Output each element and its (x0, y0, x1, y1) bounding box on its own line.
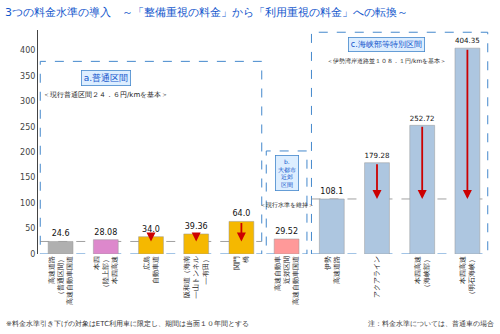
svg-text:高速自動車近郊区間高速自動車国道: 高速自動車近郊区間高速自動車国道 (274, 256, 300, 305)
svg-text:アクアライン: アクアライン (373, 256, 381, 298)
svg-text:関門橋: 関門橋 (233, 256, 250, 270)
svg-text:本四高速（明石海峡）: 本四高速（明石海峡） (459, 256, 476, 298)
svg-text:24.6: 24.6 (52, 229, 70, 238)
svg-text:350: 350 (20, 72, 35, 81)
svg-text:3つの料金水準の導入 ～「整備重視の料金」から「利用重視の料: 3つの料金水準の導入 ～「整備重視の料金」から「利用重視の料金」への転換～ (5, 6, 408, 19)
svg-text:150: 150 (20, 173, 35, 182)
svg-text:注：料金水準については、普通車の場合: 注：料金水準については、普通車の場合 (368, 319, 494, 328)
svg-text:0: 0 (30, 250, 35, 259)
svg-text:64.0: 64.0 (232, 209, 250, 218)
svg-text:b.大都市近郊区間: b.大都市近郊区間 (278, 158, 296, 188)
svg-text:＜伊勢湾岸道路並１０８．１円/kmを基本＞: ＜伊勢湾岸道路並１０８．１円/kmを基本＞ (327, 57, 446, 64)
svg-text:本四（陸上部）本四高速: 本四（陸上部）本四高速 (93, 256, 119, 291)
svg-text:39.36: 39.36 (185, 222, 208, 231)
svg-text:c.海峡部等特別区間: c.海峡部等特別区間 (351, 40, 422, 49)
svg-text:伊勢高速道路: 伊勢高速道路 (324, 256, 341, 284)
svg-text:本四高速（海峡部）: 本四高速（海峡部） (414, 256, 431, 291)
svg-text:＜現行普通区間２４．６円/kmを基本＞: ＜現行普通区間２４．６円/kmを基本＞ (43, 90, 168, 99)
svg-text:高速道路（普通区間）高速自動車国道: 高速道路（普通区間）高速自動車国道 (48, 256, 74, 305)
svg-text:34.0: 34.0 (142, 225, 160, 234)
svg-text:広島自動車道: 広島自動車道 (143, 256, 160, 284)
svg-text:300: 300 (20, 97, 35, 106)
svg-text:a.普通区間: a.普通区間 (84, 73, 128, 83)
svg-text:＜現行水準を維持＞: ＜現行水準を維持＞ (260, 202, 314, 208)
svg-text:100: 100 (20, 199, 35, 208)
svg-text:179.28: 179.28 (365, 151, 390, 160)
svg-text:404.35: 404.35 (455, 36, 480, 45)
svg-text:252.72: 252.72 (410, 114, 435, 123)
svg-text:400: 400 (20, 46, 35, 55)
svg-text:29.52: 29.52 (275, 227, 298, 236)
svg-text:200: 200 (20, 148, 35, 157)
svg-text:108.1: 108.1 (320, 187, 343, 196)
svg-text:250: 250 (20, 123, 35, 132)
svg-text:28.08: 28.08 (94, 228, 117, 237)
svg-text:※料金水準引き下げの対象はETC利用車に限定し、期間は当面１: ※料金水準引き下げの対象はETC利用車に限定し、期間は当面１０年間とする (6, 320, 249, 328)
svg-text:50: 50 (25, 224, 35, 233)
svg-text:阪和道（海南―山トンネル―有田）: 阪和道（海南―山トンネル―有田） (183, 256, 209, 298)
